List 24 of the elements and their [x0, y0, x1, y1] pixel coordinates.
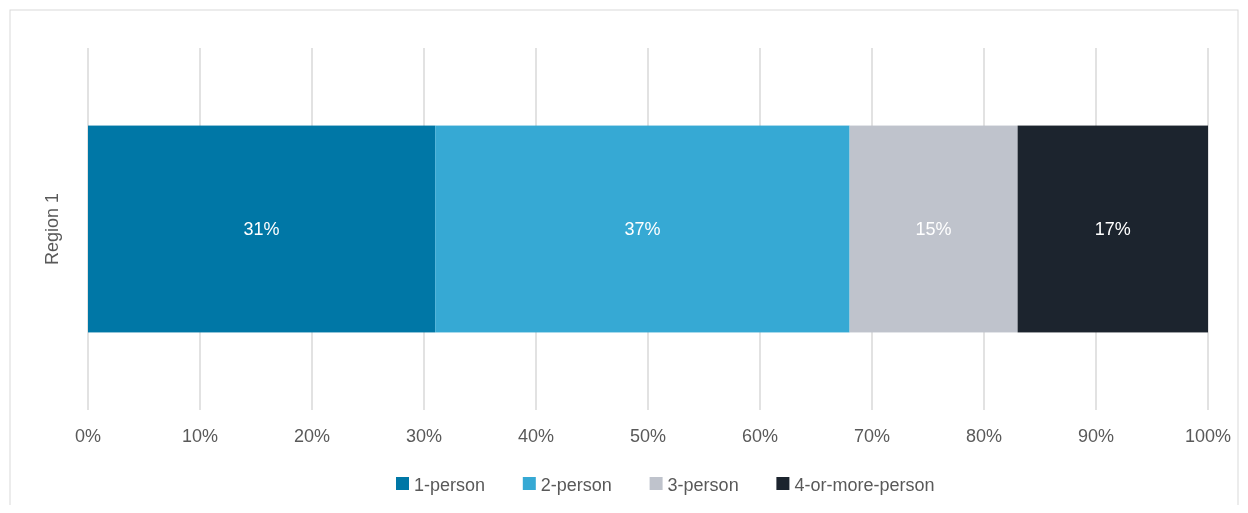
legend-label: 3-person [667, 475, 739, 495]
bar [435, 125, 850, 333]
legend-label: 1-person [414, 475, 486, 495]
legend-label: 2-person [540, 475, 612, 495]
x-tick-label: 60% [741, 426, 779, 446]
x-tick-label: 100% [1184, 426, 1232, 446]
bar [1017, 125, 1208, 333]
y-tick-label: Region 1 [42, 192, 62, 266]
x-tick-label: 70% [853, 426, 891, 446]
x-tick-label: 30% [405, 426, 443, 446]
bar [88, 125, 436, 333]
text: 31% [243, 219, 280, 240]
x-tick-label: 80% [965, 426, 1003, 446]
text: 17% [1094, 219, 1131, 240]
x-tick-label: 20% [293, 426, 331, 446]
text: 15% [915, 219, 952, 240]
legend-label: 4-or-more-person [794, 475, 935, 495]
bar [849, 125, 1018, 333]
x-tick-label: 40% [517, 426, 555, 446]
text: 37% [624, 219, 661, 240]
x-tick-label: 90% [1077, 426, 1115, 446]
x-tick-label: 0% [74, 426, 102, 446]
x-tick-label: 50% [629, 426, 667, 446]
x-tick-label: 10% [181, 426, 219, 446]
